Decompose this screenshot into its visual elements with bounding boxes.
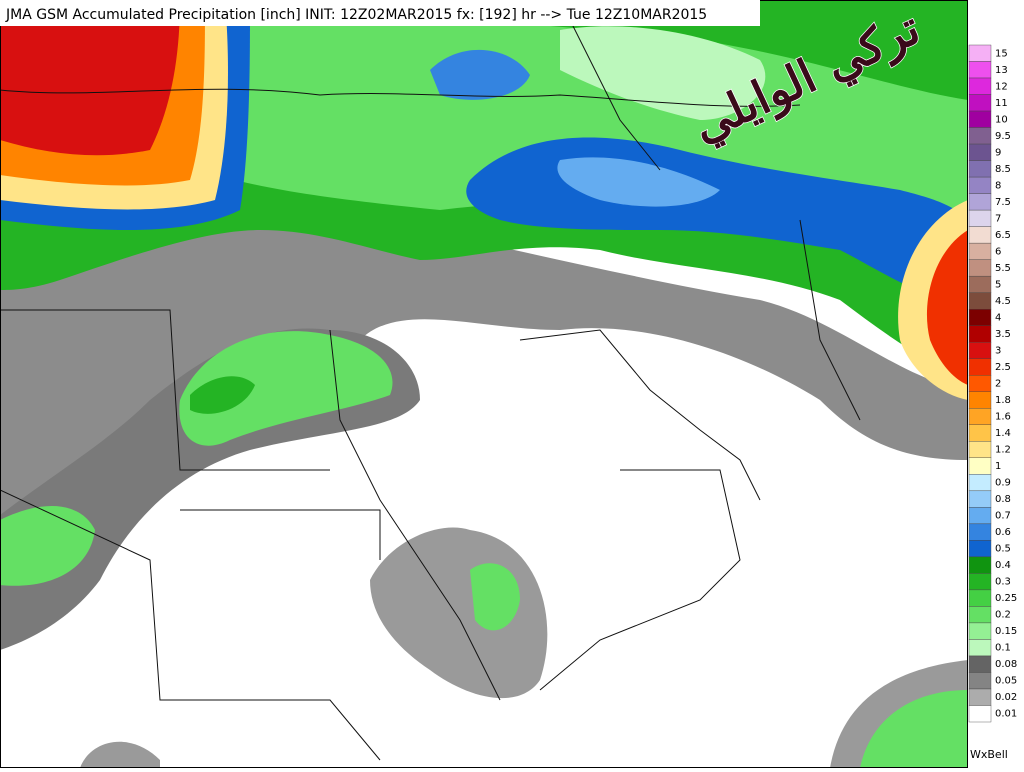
legend-label: 1.2 bbox=[995, 445, 1011, 456]
legend-swatch bbox=[968, 160, 992, 178]
map-title: JMA GSM Accumulated Precipitation [inch]… bbox=[5, 7, 707, 23]
legend-swatch bbox=[968, 292, 992, 310]
legend-label: 6 bbox=[995, 246, 1001, 257]
legend-label: 3.5 bbox=[995, 329, 1011, 340]
legend-swatch bbox=[968, 391, 992, 409]
legend-swatch bbox=[968, 688, 992, 706]
legend-label: 4.5 bbox=[995, 296, 1011, 307]
legend-swatch bbox=[968, 408, 992, 425]
legend-label: 13 bbox=[995, 65, 1008, 76]
legend-label: 15 bbox=[995, 48, 1008, 59]
legend-swatch bbox=[968, 259, 992, 277]
legend-label: 2.5 bbox=[995, 362, 1011, 373]
legend-label: 0.02 bbox=[995, 692, 1017, 703]
legend-label: 1 bbox=[995, 461, 1001, 472]
legend-swatch bbox=[968, 176, 992, 194]
legend-swatch bbox=[968, 375, 992, 392]
legend-swatch bbox=[968, 242, 992, 260]
legend-swatch bbox=[968, 556, 992, 574]
legend-label: 0.25 bbox=[995, 593, 1017, 604]
legend-swatch bbox=[968, 110, 992, 128]
legend-label: 0.5 bbox=[995, 544, 1011, 555]
legend-label: 0.9 bbox=[995, 478, 1011, 489]
color-legend: 15131211109.598.587.576.565.554.543.532.… bbox=[968, 44, 1017, 723]
legend-label: 5 bbox=[995, 279, 1001, 290]
legend-swatch bbox=[968, 540, 992, 558]
legend-swatch bbox=[968, 77, 992, 95]
legend-label: 6.5 bbox=[995, 230, 1011, 241]
legend-label: 0.01 bbox=[995, 709, 1017, 720]
legend-swatch bbox=[968, 490, 992, 508]
legend-swatch bbox=[968, 358, 992, 376]
legend-swatch bbox=[968, 639, 992, 657]
legend-label: 12 bbox=[995, 81, 1008, 92]
legend-label: 0.08 bbox=[995, 659, 1017, 670]
legend-label: 11 bbox=[995, 98, 1008, 109]
legend-label: 7.5 bbox=[995, 197, 1011, 208]
legend-label: 7 bbox=[995, 213, 1001, 224]
legend-swatch bbox=[968, 127, 992, 145]
legend-swatch bbox=[968, 573, 992, 591]
legend-swatch bbox=[968, 275, 992, 293]
legend-label: 10 bbox=[995, 114, 1008, 125]
legend-label: 0.15 bbox=[995, 626, 1017, 637]
legend-swatch bbox=[968, 655, 992, 673]
legend-swatch bbox=[968, 705, 992, 723]
legend-label: 4 bbox=[995, 312, 1001, 323]
legend-swatch bbox=[968, 342, 992, 359]
legend-swatch bbox=[968, 308, 992, 326]
legend-label: 1.4 bbox=[995, 428, 1011, 439]
legend-label: 5.5 bbox=[995, 263, 1011, 274]
legend-swatch bbox=[968, 589, 992, 607]
legend-swatch bbox=[968, 424, 992, 442]
legend-label: 0.6 bbox=[995, 527, 1011, 538]
legend-swatch bbox=[968, 507, 992, 525]
legend-swatch bbox=[968, 441, 992, 459]
legend-swatch bbox=[968, 622, 992, 640]
legend-swatch bbox=[968, 606, 992, 624]
legend-swatch bbox=[968, 474, 992, 492]
legend-label: 8 bbox=[995, 180, 1001, 191]
legend-label: 2 bbox=[995, 379, 1001, 390]
legend-swatch bbox=[968, 209, 992, 227]
legend-swatch bbox=[968, 457, 992, 475]
legend-label: 3 bbox=[995, 345, 1001, 356]
legend-label: 1.8 bbox=[995, 395, 1011, 406]
legend-swatch bbox=[968, 193, 992, 211]
legend-label: 0.7 bbox=[995, 511, 1011, 522]
legend-swatch bbox=[968, 325, 992, 343]
legend-label: 1.6 bbox=[995, 412, 1011, 423]
legend-label: 0.05 bbox=[995, 676, 1017, 687]
legend-swatch bbox=[968, 226, 992, 244]
precip-map bbox=[0, 0, 968, 768]
legend-swatch bbox=[968, 94, 992, 112]
legend-label: 0.4 bbox=[995, 560, 1011, 571]
legend-swatch bbox=[968, 143, 992, 161]
legend-label: 8.5 bbox=[995, 164, 1011, 175]
legend-label: 0.8 bbox=[995, 494, 1011, 505]
legend-label: 9.5 bbox=[995, 131, 1011, 142]
legend-swatch bbox=[968, 523, 992, 541]
legend-swatch bbox=[968, 61, 992, 79]
legend-swatch bbox=[968, 44, 992, 62]
legend-swatch bbox=[968, 672, 992, 690]
footer-credit: WxBell bbox=[970, 748, 1008, 761]
legend-label: 0.3 bbox=[995, 577, 1011, 588]
legend-label: 0.2 bbox=[995, 610, 1011, 621]
legend-label: 9 bbox=[995, 147, 1001, 158]
legend-label: 0.1 bbox=[995, 643, 1011, 654]
